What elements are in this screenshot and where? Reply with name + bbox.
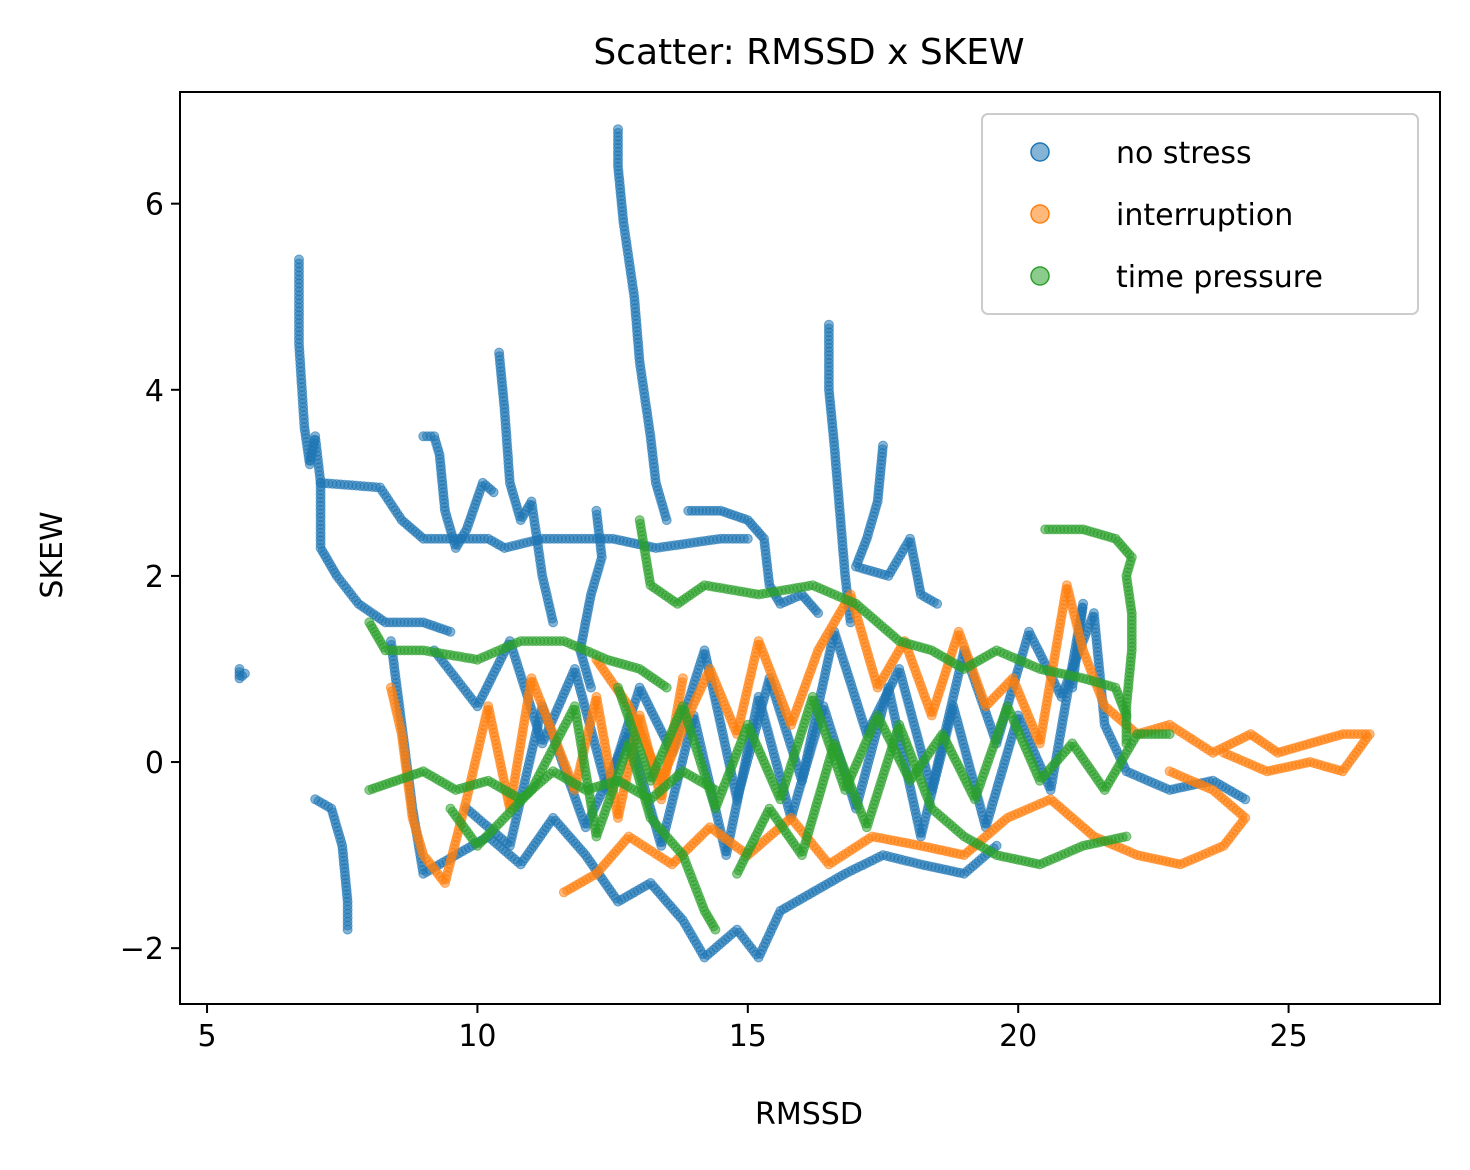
data-point [1164, 766, 1175, 777]
y-axis-label: SKEW [35, 511, 70, 598]
data-point [677, 673, 688, 684]
data-point [548, 617, 559, 628]
data-point [1164, 729, 1175, 740]
y-tick-label: 4 [145, 374, 164, 409]
y-tick-label: 6 [145, 188, 164, 223]
x-tick-label: 5 [197, 1019, 216, 1054]
legend-marker [1030, 142, 1050, 162]
data-point [813, 608, 824, 619]
chart-title: Scatter: RMSSD x SKEW [593, 32, 1024, 73]
legend: no stress interruption time pressure [981, 113, 1419, 315]
x-axis-label: RMSSD [755, 1097, 863, 1132]
data-point [661, 515, 672, 526]
data-point [932, 598, 943, 609]
y-tick-label: −2 [120, 932, 164, 967]
data-point [661, 682, 672, 693]
data-point [488, 487, 499, 498]
x-tick-label: 20 [999, 1019, 1037, 1054]
x-tick-label: 15 [729, 1019, 767, 1054]
x-tick-label: 10 [458, 1019, 496, 1054]
data-point [1121, 831, 1132, 842]
data-point [742, 533, 753, 544]
y-tick-label: 0 [145, 746, 164, 781]
legend-label: time pressure [1116, 260, 1323, 295]
series-no-stress [234, 124, 1251, 963]
y-tick-label: 2 [145, 560, 164, 595]
data-point [342, 924, 353, 935]
data-point [1067, 682, 1078, 693]
data-point [1121, 738, 1132, 749]
legend-marker [1030, 266, 1050, 286]
data-point [1240, 794, 1251, 805]
data-marks [234, 124, 1375, 963]
data-point [239, 668, 250, 679]
data-point [1218, 747, 1229, 758]
legend-marker [1030, 204, 1050, 224]
data-point [445, 626, 456, 637]
x-tick-label: 25 [1269, 1019, 1307, 1054]
data-point [710, 924, 721, 935]
plot-area: 5 10 15 20 25 −2 0 2 4 6 [120, 91, 1441, 1054]
legend-label: no stress [1116, 136, 1252, 171]
data-point [586, 682, 596, 693]
legend-label: interruption [1116, 198, 1293, 233]
